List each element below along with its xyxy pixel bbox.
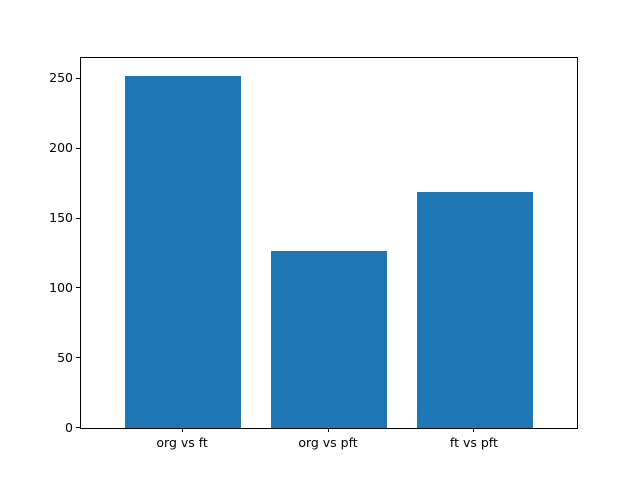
y-tick-label: 0 bbox=[65, 419, 73, 435]
bar-ft-vs-pft bbox=[416, 192, 534, 428]
y-tick-mark bbox=[76, 357, 80, 359]
y-tick-label: 150 bbox=[49, 210, 73, 226]
y-tick-mark bbox=[76, 147, 80, 149]
x-tick-label-org-vs-ft: org vs ft bbox=[156, 435, 208, 450]
plot-area bbox=[80, 57, 578, 429]
x-tick-mark bbox=[473, 428, 475, 432]
bar-org-vs-pft bbox=[270, 250, 388, 428]
y-tick-mark bbox=[76, 287, 80, 289]
x-tick-mark bbox=[181, 428, 183, 432]
y-tick-label: 100 bbox=[49, 279, 73, 295]
y-tick-mark bbox=[76, 427, 80, 428]
y-tick-mark bbox=[76, 77, 80, 79]
y-tick-mark bbox=[76, 217, 80, 219]
x-tick-label-org-vs-pft: org vs pft bbox=[298, 435, 358, 450]
bar-org-vs-ft bbox=[124, 76, 242, 428]
y-tick-label: 200 bbox=[49, 140, 73, 156]
y-tick-label: 250 bbox=[49, 70, 73, 86]
x-tick-label-ft-vs-pft: ft vs pft bbox=[449, 435, 498, 450]
y-tick-label: 50 bbox=[57, 349, 73, 365]
x-tick-mark bbox=[327, 428, 329, 432]
